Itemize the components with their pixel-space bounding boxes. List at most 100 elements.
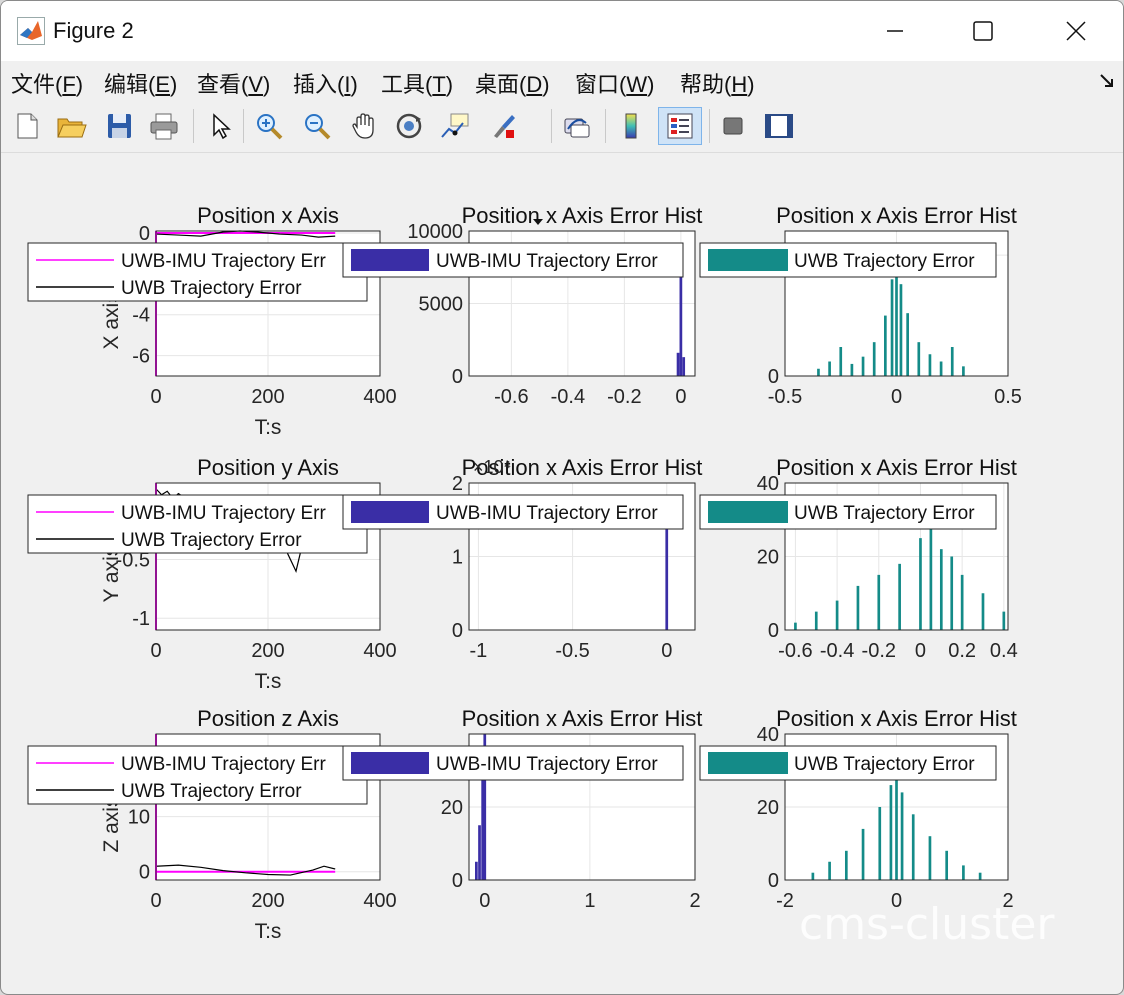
legend-imu-hist[interactable]: UWB-IMU Trajectory Error xyxy=(342,745,684,781)
y-tick-label: 20 xyxy=(757,797,779,819)
maximize-button[interactable] xyxy=(961,11,1005,51)
x-tick-label: -0.6 xyxy=(494,386,528,408)
subplot-3[interactable]: -0.500.5050Position x Axis Error Hist xyxy=(757,203,1022,408)
x-tick-label: 0 xyxy=(150,386,161,408)
pan-button[interactable] xyxy=(346,107,382,145)
hist-bar xyxy=(481,770,485,880)
y-tick-label: 20 xyxy=(757,547,779,569)
hist-bar xyxy=(898,563,901,630)
hist-bar xyxy=(1002,611,1006,630)
menu-insert[interactable]: 插入(I) xyxy=(293,72,358,97)
zoom-out-icon xyxy=(305,114,331,140)
brush-icon xyxy=(494,115,515,138)
y-tick-label: 40 xyxy=(757,473,779,495)
y-tick-label: 0 xyxy=(452,870,463,892)
minimize-button[interactable] xyxy=(873,11,917,51)
show-plot-tools-icon xyxy=(765,114,793,138)
legend-label-uwb: UWB Trajectory Error xyxy=(121,530,302,551)
y-axis-label: Z axis xyxy=(100,797,123,853)
zoom-in-button[interactable] xyxy=(251,107,287,145)
zoom-out-button[interactable] xyxy=(299,107,335,145)
legend-line[interactable]: UWB-IMU Trajectory Err UWB Trajectory Err… xyxy=(27,745,368,805)
colorbar-icon xyxy=(625,113,637,139)
menu-tools[interactable]: 工具(T) xyxy=(381,72,454,97)
menu-desktop[interactable]: 桌面(D) xyxy=(475,72,550,97)
y-tick-label: 2 xyxy=(452,473,463,495)
data-cursor-button[interactable] xyxy=(437,107,473,145)
menu-file[interactable]: 文件(F) xyxy=(11,72,84,97)
legend-imu-hist[interactable]: UWB-IMU Trajectory Error xyxy=(342,242,684,278)
figure-toolbar xyxy=(1,99,1123,225)
select-pointer-button[interactable] xyxy=(201,107,237,145)
hist-bar xyxy=(828,361,831,376)
hist-bar xyxy=(861,828,865,880)
new-figure-icon xyxy=(17,113,38,139)
axes-frame xyxy=(784,482,1009,631)
legend-imu-hist[interactable]: UWB-IMU Trajectory Error xyxy=(342,494,684,530)
menu-view[interactable]: 查看(V) xyxy=(197,72,271,97)
x-tick-label: 400 xyxy=(363,386,396,408)
hist-bar xyxy=(895,267,898,376)
legend-line[interactable]: UWB-IMU Trajectory Err UWB Trajectory Err… xyxy=(27,242,368,302)
link-plot-button[interactable] xyxy=(559,107,595,145)
rotate-3d-icon xyxy=(396,113,422,139)
close-button[interactable] xyxy=(1054,11,1098,51)
legend-uwb-hist[interactable]: UWB Trajectory Error xyxy=(699,242,997,278)
axes-frame xyxy=(468,482,696,631)
hist-bar xyxy=(814,611,818,630)
hist-bar xyxy=(478,825,481,880)
open-file-button[interactable] xyxy=(53,107,89,145)
dock-arrow-icon[interactable] xyxy=(1099,73,1115,89)
legend-icon xyxy=(667,113,693,139)
legend-line[interactable]: UWB-IMU Trajectory Err UWB Trajectory Err… xyxy=(27,494,368,554)
subplot-title: Position x Axis Error Hist xyxy=(776,706,1017,731)
y-tick-label: 10 xyxy=(128,807,150,829)
menu-window[interactable]: 窗口(W) xyxy=(575,72,655,97)
y-tick-label: 10000 xyxy=(407,221,463,243)
x-tick-label: 400 xyxy=(363,890,396,912)
hide-plot-tools-button[interactable] xyxy=(715,107,751,145)
x-tick-label: -0.5 xyxy=(555,640,589,662)
pan-hand-icon xyxy=(352,113,374,139)
y-axis-label: X axis xyxy=(100,292,123,349)
colorbar-button[interactable] xyxy=(613,107,649,145)
x-tick-label: 2 xyxy=(689,890,700,912)
menu-bar: 文件(F) 编辑(E) 查看(V) 插入(I) 工具(T) 桌面(D) 窗口(W… xyxy=(1,61,1123,99)
subplot-title: Position x Axis Error Hist xyxy=(462,455,703,480)
subplot-4[interactable]: 0 200 400 -0.5 -1 Position y Axis T:s Y axis xyxy=(100,455,397,693)
hist-bar xyxy=(872,342,876,376)
rotate-3d-button[interactable] xyxy=(391,107,427,145)
hist-bar xyxy=(950,556,954,630)
legend-swatch-uwb-hist xyxy=(708,249,788,271)
dropdown-arrow-icon[interactable] xyxy=(532,217,544,227)
legend-uwb-hist[interactable]: UWB Trajectory Error xyxy=(699,745,997,781)
print-button[interactable] xyxy=(146,107,182,145)
save-button[interactable] xyxy=(101,107,137,145)
legend-box xyxy=(27,494,368,554)
hist-bar xyxy=(945,850,949,880)
legend-uwb-hist[interactable]: UWB Trajectory Error xyxy=(699,494,997,530)
new-figure-button[interactable] xyxy=(9,107,45,145)
window-title: Figure 2 xyxy=(53,18,134,43)
menu-help[interactable]: 帮助(H) xyxy=(680,72,755,97)
hist-bar xyxy=(962,865,965,880)
menu-edit[interactable]: 编辑(E) xyxy=(104,72,178,97)
hist-bar xyxy=(899,284,903,376)
y-tick-label: 0 xyxy=(139,223,150,245)
axes-frame xyxy=(155,733,381,881)
brush-button[interactable] xyxy=(485,107,521,145)
hist-bar xyxy=(911,814,915,880)
show-plot-tools-button[interactable] xyxy=(761,107,797,145)
x-tick-label: -0.4 xyxy=(551,386,585,408)
legend-button[interactable] xyxy=(658,107,702,145)
subplot-1[interactable]: 0 200 400 0 -4 -6 Position x Axis T:s X axis xyxy=(100,203,397,439)
title-bar[interactable]: Figure 2 xyxy=(1,1,1123,61)
hist-bar xyxy=(839,347,843,376)
